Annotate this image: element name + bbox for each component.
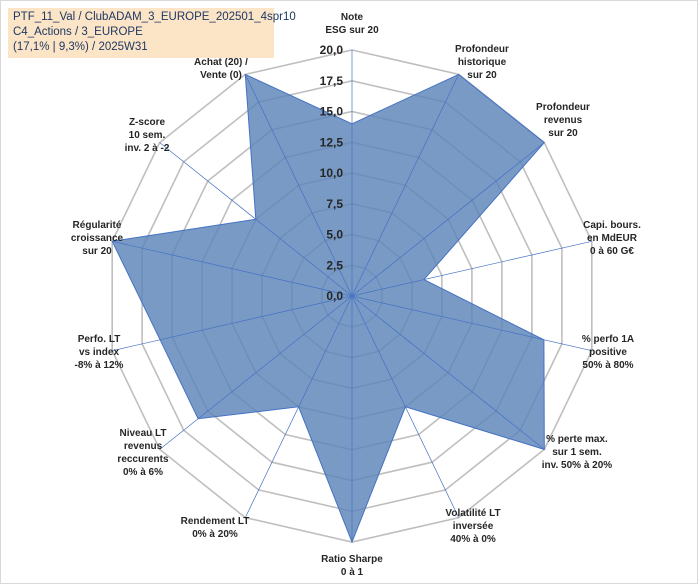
- spoke-13: [244, 74, 353, 297]
- axis-label-11-line-1: croissance: [71, 233, 124, 244]
- axis-label-13-line-2: Vente (0): [200, 70, 242, 81]
- axis-label-0: Note ESG sur 20: [325, 12, 379, 36]
- axis-label-6-line-0: Volatilité LT: [445, 508, 500, 519]
- axis-label-3: Capi. bours. en MdEUR 0 à 60 G€: [583, 220, 641, 257]
- axis-label-2-line-1: revenus: [544, 115, 583, 126]
- tick-label-1: 2,5: [326, 258, 343, 272]
- tick-label-7: 17,5: [320, 74, 344, 88]
- axis-label-3-line-1: en MdEUR: [587, 233, 638, 244]
- tick-label-2: 5,0: [326, 228, 343, 242]
- tick-label-4: 10,0: [320, 166, 344, 180]
- axis-label-12-line-0: Z-score: [129, 117, 166, 128]
- spoke-8: [244, 295, 353, 518]
- spoke-9: [159, 295, 353, 450]
- axis-label-9-line-2: reccurents: [117, 454, 169, 465]
- tick-label-6: 15,0: [320, 105, 344, 119]
- axis-label-9: Niveau LT revenus reccurents 0% à 6%: [117, 428, 169, 478]
- axis-label-7: Ratio Sharpe 0 à 1: [321, 554, 383, 578]
- spoke-6: [351, 295, 460, 518]
- chart-title-box: PTF_11_Val / ClubADAM_3_EUROPE_202501_4s…: [8, 8, 296, 58]
- tick-label-3: 7,5: [326, 197, 343, 211]
- axis-label-9-line-0: Niveau LT: [119, 428, 166, 439]
- axis-label-8-line-1: 0% à 20%: [192, 529, 238, 540]
- axis-label-11: Régularité croissance sur 20: [71, 220, 124, 257]
- axis-label-1: Profondeur historique sur 20: [455, 44, 509, 81]
- radar-axis-labels: Note ESG sur 20 Profondeur historique sur 20…: [71, 12, 641, 578]
- radar-tick-labels: 0,0 2,5 5,0 7,5 10,0 12,5 15,0 17,5 20,0: [320, 43, 344, 303]
- axis-label-7-line-1: 0 à 1: [341, 567, 364, 578]
- axis-label-10-line-1: vs index: [79, 347, 119, 358]
- radar-spokes: [112, 50, 592, 542]
- spoke-4: [351, 295, 592, 352]
- axis-label-8: Rendement LT 0% à 20%: [181, 516, 250, 540]
- axis-label-1-line-2: sur 20: [467, 70, 497, 81]
- axis-label-10-line-0: Perfo. LT: [78, 334, 121, 345]
- axis-label-5-line-1: sur 1 sem.: [552, 447, 602, 458]
- tick-label-8: 20,0: [320, 43, 344, 57]
- axis-label-6-line-2: 40% à 0%: [450, 534, 496, 545]
- spoke-11: [112, 240, 353, 297]
- axis-label-3-line-0: Capi. bours.: [583, 220, 641, 231]
- spoke-12: [159, 142, 353, 297]
- axis-label-11-line-0: Régularité: [73, 220, 122, 231]
- axis-label-1-line-0: Profondeur: [455, 44, 509, 55]
- axis-label-12-line-2: inv. 2 à -2: [125, 143, 170, 154]
- axis-label-7-line-0: Ratio Sharpe: [321, 554, 383, 565]
- axis-label-12-line-1: 10 sem.: [129, 130, 166, 141]
- axis-label-6: Volatilité LT inversée 40% à 0%: [445, 508, 500, 545]
- spoke-2: [351, 142, 545, 297]
- axis-label-13-line-1: Achat (20) /: [194, 57, 248, 68]
- axis-label-10: Perfo. LT vs index -8% à 12%: [75, 334, 124, 371]
- axis-label-5: % perte max. sur 1 sem. inv. 50% à 20%: [542, 434, 613, 471]
- axis-label-0-line-0: Note: [341, 12, 364, 23]
- axis-label-12: Z-score 10 sem. inv. 2 à -2: [125, 117, 170, 154]
- axis-label-10-line-2: -8% à 12%: [75, 360, 124, 371]
- tick-label-5: 12,5: [320, 135, 344, 149]
- axis-label-1-line-1: historique: [458, 57, 507, 68]
- axis-label-4-line-0: % perfo 1A: [582, 334, 634, 345]
- chart-title-line-2: C4_Actions / 3_EUROPE: [13, 26, 143, 38]
- axis-label-11-line-2: sur 20: [82, 246, 112, 257]
- axis-label-0-line-1: ESG sur 20: [325, 25, 379, 36]
- axis-label-6-line-1: inversée: [453, 521, 494, 532]
- tick-label-0: 0,0: [326, 289, 343, 303]
- axis-label-2-line-2: sur 20: [548, 128, 578, 139]
- axis-label-5-line-0: % perte max.: [546, 434, 608, 445]
- spoke-10: [112, 295, 353, 352]
- spoke-1: [351, 74, 460, 297]
- axis-label-8-line-0: Rendement LT: [181, 516, 250, 527]
- axis-label-5-line-2: inv. 50% à 20%: [542, 460, 613, 471]
- axis-label-9-line-3: 0% à 6%: [123, 467, 163, 478]
- axis-label-2-line-0: Profondeur: [536, 102, 590, 113]
- axis-label-4-line-2: 50% à 80%: [582, 360, 633, 371]
- chart-title-line-3: (17,1% | 9,3%) / 2025W31: [13, 41, 148, 53]
- axis-label-3-line-2: 0 à 60 G€: [590, 246, 634, 257]
- axis-label-4-line-1: positive: [589, 347, 627, 358]
- axis-label-4: % perfo 1A positive 50% à 80%: [582, 334, 634, 371]
- spoke-5: [351, 295, 545, 450]
- spoke-3: [351, 240, 592, 297]
- axis-label-2: Profondeur revenus sur 20: [536, 102, 590, 139]
- chart-title-line-1: PTF_11_Val / ClubADAM_3_EUROPE_202501_4s…: [13, 11, 296, 23]
- axis-label-9-line-1: revenus: [124, 441, 163, 452]
